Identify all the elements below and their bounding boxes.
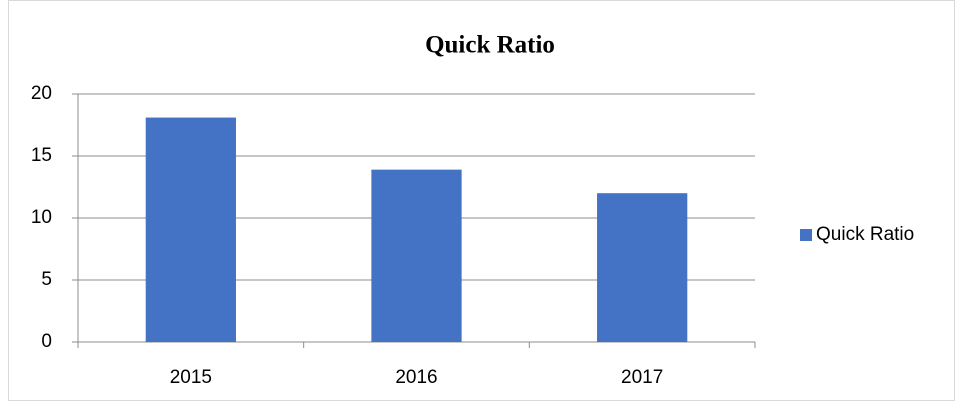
bar xyxy=(371,169,462,342)
chart-title: Quick Ratio xyxy=(425,32,555,59)
bar xyxy=(145,117,236,342)
y-tick-label: 15 xyxy=(31,145,52,166)
legend-label: Quick Ratio xyxy=(816,224,914,245)
bar xyxy=(597,193,688,342)
y-tick-label: 20 xyxy=(31,83,52,104)
y-tick-label: 0 xyxy=(41,331,52,352)
y-tick-label: 10 xyxy=(31,207,52,228)
legend-swatch xyxy=(800,229,812,241)
y-tick-label: 5 xyxy=(41,269,52,290)
x-tick-label: 2016 xyxy=(395,367,437,388)
x-tick-label: 2017 xyxy=(621,367,663,388)
x-tick-label: 2015 xyxy=(170,367,212,388)
